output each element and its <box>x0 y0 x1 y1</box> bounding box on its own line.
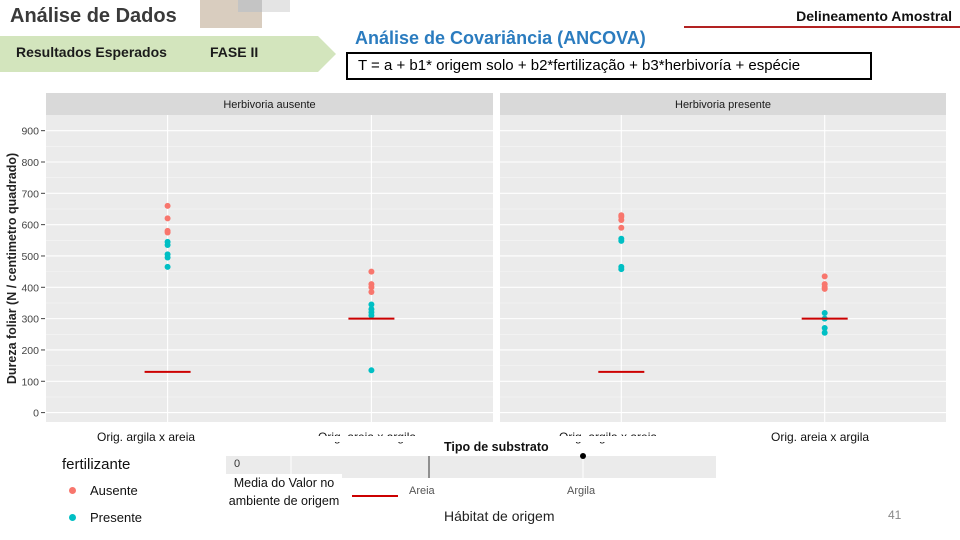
data-point-presente <box>164 263 171 270</box>
data-point-ausente <box>618 216 625 223</box>
legend-ausente-label: Ausente <box>90 483 138 498</box>
data-point-presente <box>164 242 171 249</box>
y-tick-label: 800 <box>21 157 39 169</box>
data-point-ausente <box>368 268 375 275</box>
data-point-ausente <box>164 229 171 236</box>
data-point-presente <box>368 301 375 308</box>
slide-title: Análise de Dados <box>10 5 177 27</box>
secondary-category-label: Argila <box>567 485 596 497</box>
y-axis-title: Dureza foliar (N / centimetro quadrado) <box>5 153 19 384</box>
data-point-presente <box>821 309 828 316</box>
facet-strip <box>500 93 946 115</box>
facet-strip-title: Herbivoria presente <box>675 99 771 111</box>
data-point-presente <box>164 254 171 261</box>
data-point-presente <box>821 325 828 332</box>
data-point-presente <box>368 367 375 374</box>
data-point-presente <box>618 266 625 273</box>
y-tick-label: 600 <box>21 220 39 232</box>
section-label: Delineamento Amostral <box>796 8 952 24</box>
legend-ausente-dot <box>69 487 76 494</box>
secondary-category-label: Areia <box>409 485 436 497</box>
legend-presente-label: Presente <box>90 510 143 525</box>
panel-background <box>46 115 493 422</box>
page-number: 41 <box>888 508 902 522</box>
data-point-presente <box>618 237 625 244</box>
data-point-ausente <box>164 202 171 209</box>
y-tick-label: 900 <box>21 126 39 138</box>
facet-strip-title: Herbivoria ausente <box>223 99 315 111</box>
dot-chart: Dureza foliar (N / centimetro quadrado) 0… <box>5 93 946 422</box>
data-point-ausente <box>618 224 625 231</box>
data-point-ausente <box>821 285 828 292</box>
y-tick-label: 0 <box>33 408 39 420</box>
y-tick-label: 300 <box>21 314 39 326</box>
equation-box: T = a + b1* origem solo + b2*fertilizaçã… <box>346 52 872 80</box>
y-tick-label: 500 <box>21 251 39 263</box>
y-tick-label: 200 <box>21 345 39 357</box>
phase-banner <box>0 36 336 72</box>
legend-title: fertilizante <box>62 456 131 473</box>
panel-background <box>500 115 946 422</box>
data-point-presente <box>368 312 375 319</box>
data-point-ausente <box>368 284 375 291</box>
data-point-ausente <box>821 273 828 280</box>
data-point-presente <box>821 329 828 336</box>
mean-note: Media do Valor no ambiente de origem <box>226 474 342 510</box>
header-decoration <box>262 0 290 12</box>
mean-line-legend <box>352 495 398 497</box>
secondary-x-axis-title: Hábitat de origem <box>444 508 555 524</box>
data-point-ausente <box>368 288 375 295</box>
phase-number: FASE II <box>210 44 259 60</box>
secondary-chart-title: Tipo de substrato <box>444 440 549 454</box>
data-point-ausente <box>164 215 171 222</box>
category-label: Orig. argila x areia <box>97 430 196 444</box>
section-underline <box>684 26 960 28</box>
secondary-tick-label: 0 <box>234 458 240 470</box>
phase-label: Resultados Esperados <box>16 44 167 60</box>
y-tick-label: 100 <box>21 376 39 388</box>
category-label: Orig. areia x argila <box>771 430 870 444</box>
facet-strip <box>46 93 493 115</box>
secondary-chart-fragment: Tipo de substrato 0 Areia Argila Hábitat… <box>226 436 716 524</box>
analysis-title: Análise de Covariância (ANCOVA) <box>355 28 646 48</box>
y-tick-label: 700 <box>21 188 39 200</box>
legend-presente-dot <box>69 514 76 521</box>
y-tick-label: 400 <box>21 282 39 294</box>
